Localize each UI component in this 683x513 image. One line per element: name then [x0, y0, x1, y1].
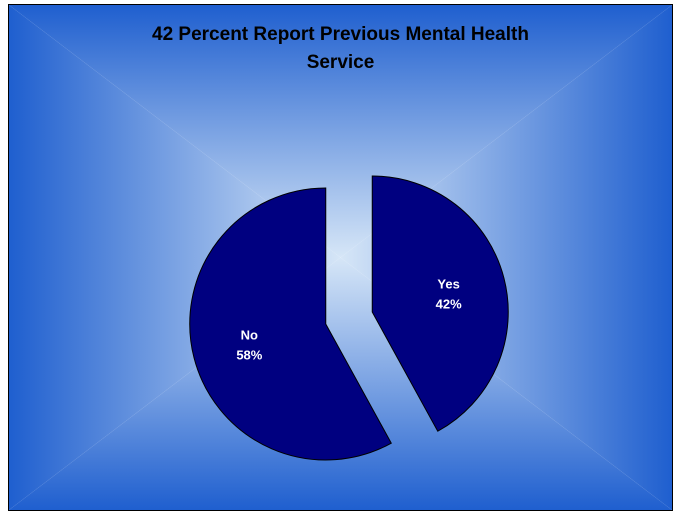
slice-percent-yes: 42% [436, 296, 462, 311]
pie-slices: Yes 42% No 58% [189, 175, 509, 461]
pie-slice-yes [371, 175, 509, 432]
slice-label-yes: Yes [437, 276, 459, 291]
pie-slice-no [189, 187, 392, 461]
chart-frame: Yes 42% No 58% 42 Percent Report Previous M… [8, 4, 673, 511]
pie-chart: Yes 42% No 58% [9, 5, 672, 510]
slice-label-no: No [241, 328, 258, 343]
slice-percent-no: 58% [236, 348, 262, 363]
chart-title: 42 Percent Report Previous Mental Health… [152, 24, 529, 73]
